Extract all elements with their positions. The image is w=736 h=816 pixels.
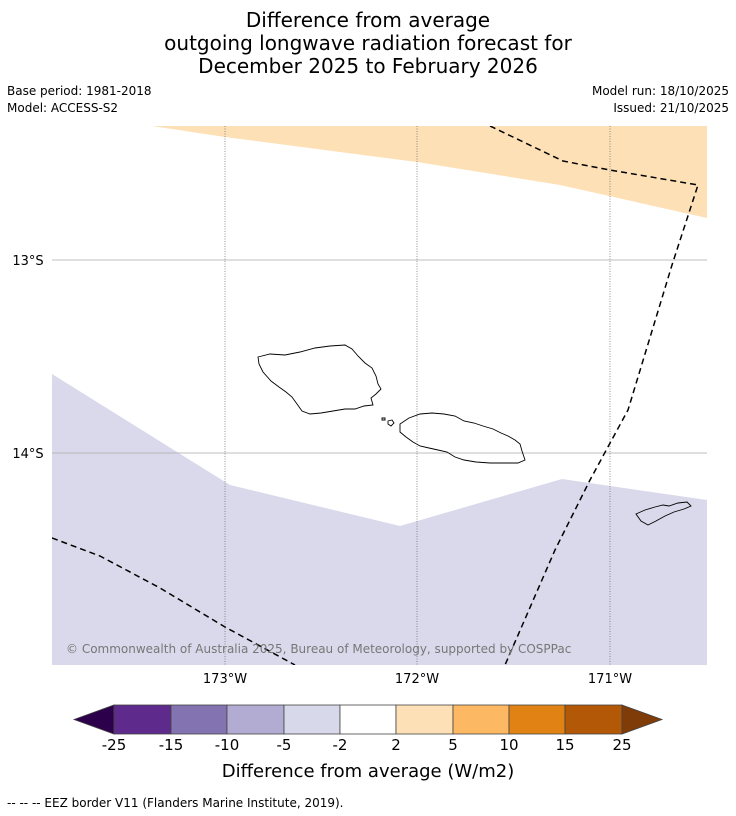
copyright-notice: © Commonwealth of Australia 2025, Bureau… [66, 642, 571, 656]
model-name: Model: ACCESS-S2 [7, 101, 119, 115]
tutuila-island [635, 501, 692, 526]
apolima-islet [381, 417, 386, 421]
lat-label-14s: 14°S [12, 447, 43, 462]
base-period: Base period: 1981-2018 [7, 84, 152, 98]
negative-anomaly-area [52, 374, 707, 665]
title-line-2: outgoing longwave radiation forecast for [164, 31, 572, 55]
eez-border-southwest [52, 537, 296, 665]
title-line-1: Difference from average [245, 8, 491, 32]
lon-label-172w: 172°W [395, 672, 439, 687]
model-run: Model run: 18/10/2025 [591, 84, 729, 98]
colorbar-tick: 25 [612, 736, 632, 754]
colorbar-segment [170, 704, 228, 735]
upolu-island [399, 412, 526, 464]
colorbar-tick: 15 [555, 736, 575, 754]
colorbar-label: Difference from average (W/m2) [221, 761, 515, 782]
issued-date: Issued: 21/10/2025 [613, 101, 729, 115]
colorbar-segment [339, 704, 397, 735]
lon-label-173w: 173°W [203, 672, 247, 687]
positive-anomaly-area [152, 126, 707, 218]
savaii-island [257, 344, 382, 415]
colorbar-segment [564, 704, 623, 735]
eez-border-north [489, 126, 699, 665]
title-line-3: December 2025 to February 2026 [198, 54, 538, 78]
colorbar-segment [283, 704, 341, 735]
colorbar-tick: -2 [332, 736, 348, 754]
colorbar-tick: 2 [391, 736, 401, 754]
lat-label-13s: 13°S [12, 254, 43, 269]
colorbar-tick: -5 [276, 736, 292, 754]
colorbar-segment [452, 704, 510, 735]
meta-left: Base period: 1981-2018 Model: ACCESS-S2 [7, 83, 152, 117]
eez-legend: -- -- -- EEZ border V11 (Flanders Marine… [7, 796, 344, 810]
manono-islet [387, 419, 395, 427]
colorbar-tick: -15 [158, 736, 184, 754]
colorbar-segment [226, 704, 285, 735]
colorbar-segment [395, 704, 454, 735]
colorbar-tick: 10 [499, 736, 519, 754]
colorbar-segment [508, 704, 566, 735]
meta-right: Model run: 18/10/2025 Issued: 21/10/2025 [592, 83, 729, 117]
colorbar-tick: -25 [101, 736, 127, 754]
colorbar-tick: 5 [448, 736, 458, 754]
colorbar-arrow-left [72, 704, 115, 735]
colorbar-tick: -10 [214, 736, 240, 754]
colorbar [72, 704, 664, 735]
colorbar-segment [113, 704, 172, 735]
lon-label-171w: 171°W [588, 672, 632, 687]
map-panel: © Commonwealth of Australia 2025, Bureau… [52, 126, 707, 665]
colorbar-arrow-right [621, 704, 664, 735]
